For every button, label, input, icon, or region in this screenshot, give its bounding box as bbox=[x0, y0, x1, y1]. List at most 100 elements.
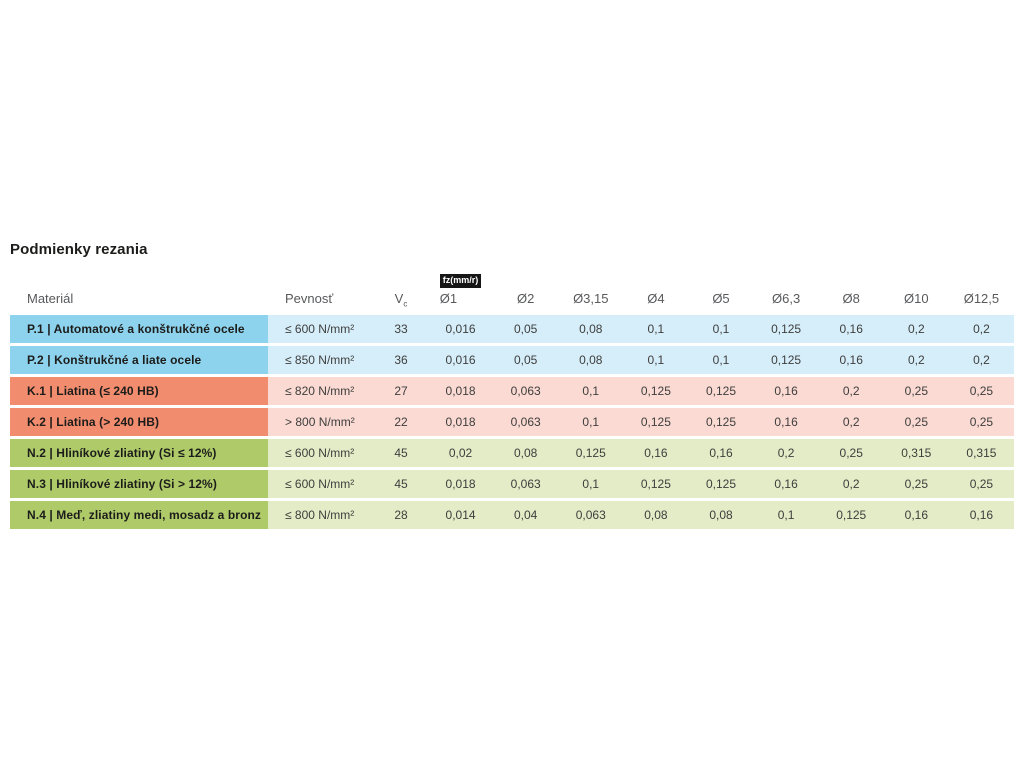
diameter-header-wrap: Ø4 bbox=[647, 291, 664, 306]
diameter-label: Ø5 bbox=[712, 291, 730, 306]
vc-cell: 45 bbox=[374, 470, 428, 498]
fz-cell-7: 0,2 bbox=[818, 470, 884, 498]
strength-cell: ≤ 800 N/mm² bbox=[268, 501, 374, 529]
fz-cell-1: 0,018 bbox=[428, 377, 494, 405]
fz-cell-4: 0,1 bbox=[623, 346, 689, 374]
fz-cell-7: 0,125 bbox=[818, 501, 884, 529]
vc-cell: 22 bbox=[374, 408, 428, 436]
col-header-diameter-5: Ø5 bbox=[688, 271, 753, 312]
diameter-header-wrap: Ø10 bbox=[904, 291, 929, 306]
fz-cell-1: 0,016 bbox=[428, 346, 494, 374]
fz-cell-4: 0,125 bbox=[623, 408, 689, 436]
material-cell: P.2 | Konštrukčné a liate ocele bbox=[10, 346, 268, 374]
fz-cell-3: 0,1 bbox=[558, 408, 624, 436]
col-header-vc: Vc bbox=[374, 271, 428, 312]
page-title: Podmienky rezania bbox=[10, 241, 148, 258]
diameter-header-wrap: Ø8 bbox=[843, 291, 860, 306]
fz-cell-5: 0,1 bbox=[688, 315, 754, 343]
fz-cell-7: 0,2 bbox=[818, 408, 884, 436]
material-cell: P.1 | Automatové a konštrukčné ocele bbox=[10, 315, 268, 343]
fz-cell-7: 0,2 bbox=[818, 377, 884, 405]
fz-cell-1: 0,018 bbox=[428, 470, 494, 498]
page-content: Podmienky rezania Materiál Pevnosť Vc fz… bbox=[10, 241, 1014, 529]
col-header-diameter-1: fz(mm/r) Ø1 bbox=[428, 271, 493, 312]
col-header-diameter-315: Ø3,15 bbox=[558, 271, 623, 312]
diameter-label: Ø4 bbox=[647, 291, 665, 306]
diameter-label: Ø8 bbox=[842, 291, 860, 306]
col-header-material: Materiál bbox=[27, 291, 74, 306]
fz-cell-2: 0,05 bbox=[493, 315, 559, 343]
fz-cell-1: 0,018 bbox=[428, 408, 494, 436]
diameter-label: Ø2 bbox=[516, 291, 535, 306]
vc-cell: 33 bbox=[374, 315, 428, 343]
diameter-label: Ø6,3 bbox=[772, 291, 801, 306]
fz-cell-2: 0,08 bbox=[493, 439, 559, 467]
col-header-strength: Pevnosť bbox=[285, 291, 334, 306]
table-row-n4: N.4 | Meď, zliatiny medi, mosadz a bronz… bbox=[10, 501, 1014, 529]
fz-cell-8: 0,16 bbox=[883, 501, 949, 529]
vc-cell: 45 bbox=[374, 439, 428, 467]
fz-cell-9: 0,315 bbox=[948, 439, 1014, 467]
col-header-diameter-63: Ø6,3 bbox=[754, 271, 819, 312]
fz-cell-9: 0,25 bbox=[948, 470, 1014, 498]
strength-cell: ≤ 600 N/mm² bbox=[268, 470, 374, 498]
fz-cell-8: 0,25 bbox=[883, 377, 949, 405]
strength-cell: > 800 N/mm² bbox=[268, 408, 374, 436]
fz-unit-badge: fz(mm/r) bbox=[439, 274, 482, 288]
fz-cell-5: 0,125 bbox=[688, 377, 754, 405]
table-row-k2: K.2 | Liatina (> 240 HB) > 800 N/mm² 22 0,0… bbox=[10, 408, 1014, 436]
fz-cell-4: 0,1 bbox=[623, 315, 689, 343]
fz-cell-3: 0,08 bbox=[558, 346, 624, 374]
diameter-label: Ø12,5 bbox=[963, 291, 1000, 306]
diameter-label: Ø1 bbox=[439, 291, 458, 306]
material-cell: N.3 | Hliníkové zliatiny (Si > 12%) bbox=[10, 470, 268, 498]
vc-cell: 36 bbox=[374, 346, 428, 374]
table-row-p2: P.2 | Konštrukčné a liate ocele ≤ 850 N/m… bbox=[10, 346, 1014, 374]
fz-cell-2: 0,05 bbox=[493, 346, 559, 374]
fz-cell-8: 0,25 bbox=[883, 470, 949, 498]
material-cell: N.4 | Meď, zliatiny medi, mosadz a bronz bbox=[10, 501, 268, 529]
col-header-diameter-125: Ø12,5 bbox=[949, 271, 1014, 312]
strength-cell: ≤ 850 N/mm² bbox=[268, 346, 374, 374]
fz-cell-2: 0,04 bbox=[493, 501, 559, 529]
fz-cell-1: 0,02 bbox=[428, 439, 494, 467]
fz-cell-1: 0,014 bbox=[428, 501, 494, 529]
fz-cell-7: 0,16 bbox=[818, 315, 884, 343]
fz-cell-3: 0,1 bbox=[558, 470, 624, 498]
fz-cell-4: 0,08 bbox=[623, 501, 689, 529]
material-cell: K.2 | Liatina (> 240 HB) bbox=[10, 408, 268, 436]
fz-cell-2: 0,063 bbox=[493, 470, 559, 498]
fz-cell-3: 0,125 bbox=[558, 439, 624, 467]
diameter-label: Ø3,15 bbox=[573, 291, 609, 306]
diameter-header-wrap: Ø2 bbox=[517, 291, 534, 306]
fz-cell-6: 0,16 bbox=[753, 470, 819, 498]
fz-cell-2: 0,063 bbox=[493, 377, 559, 405]
table-row-n3: N.3 | Hliníkové zliatiny (Si > 12%) ≤ 600… bbox=[10, 470, 1014, 498]
vc-cell: 27 bbox=[374, 377, 428, 405]
col-header-diameter-10: Ø10 bbox=[884, 271, 949, 312]
fz-cell-9: 0,2 bbox=[948, 346, 1014, 374]
fz-cell-5: 0,16 bbox=[688, 439, 754, 467]
fz-cell-2: 0,063 bbox=[493, 408, 559, 436]
table-header-row: Materiál Pevnosť Vc fz(mm/r) Ø1 Ø2 Ø3,15 Ø4 Ø… bbox=[10, 271, 1014, 312]
material-cell: N.2 | Hliníkové zliatiny (Si ≤ 12%) bbox=[10, 439, 268, 467]
fz-cell-9: 0,25 bbox=[948, 408, 1014, 436]
fz-cell-3: 0,08 bbox=[558, 315, 624, 343]
fz-cell-6: 0,2 bbox=[753, 439, 819, 467]
col-header-diameter-8: Ø8 bbox=[819, 271, 884, 312]
table-row-k1: K.1 | Liatina (≤ 240 HB) ≤ 820 N/mm² 27 0,0… bbox=[10, 377, 1014, 405]
fz-cell-6: 0,1 bbox=[753, 501, 819, 529]
diameter-header-wrap: Ø12,5 bbox=[964, 291, 999, 306]
fz-cell-7: 0,25 bbox=[818, 439, 884, 467]
vc-symbol: V bbox=[394, 291, 404, 306]
fz-cell-9: 0,2 bbox=[948, 315, 1014, 343]
fz-cell-5: 0,1 bbox=[688, 346, 754, 374]
fz-cell-4: 0,16 bbox=[623, 439, 689, 467]
fz-cell-9: 0,25 bbox=[948, 377, 1014, 405]
table-row-p1: P.1 | Automatové a konštrukčné ocele ≤ 60… bbox=[10, 315, 1014, 343]
col-header-diameter-4: Ø4 bbox=[623, 271, 688, 312]
fz-cell-3: 0,063 bbox=[558, 501, 624, 529]
fz-cell-8: 0,2 bbox=[883, 346, 949, 374]
fz-cell-8: 0,2 bbox=[883, 315, 949, 343]
fz-cell-6: 0,16 bbox=[753, 408, 819, 436]
